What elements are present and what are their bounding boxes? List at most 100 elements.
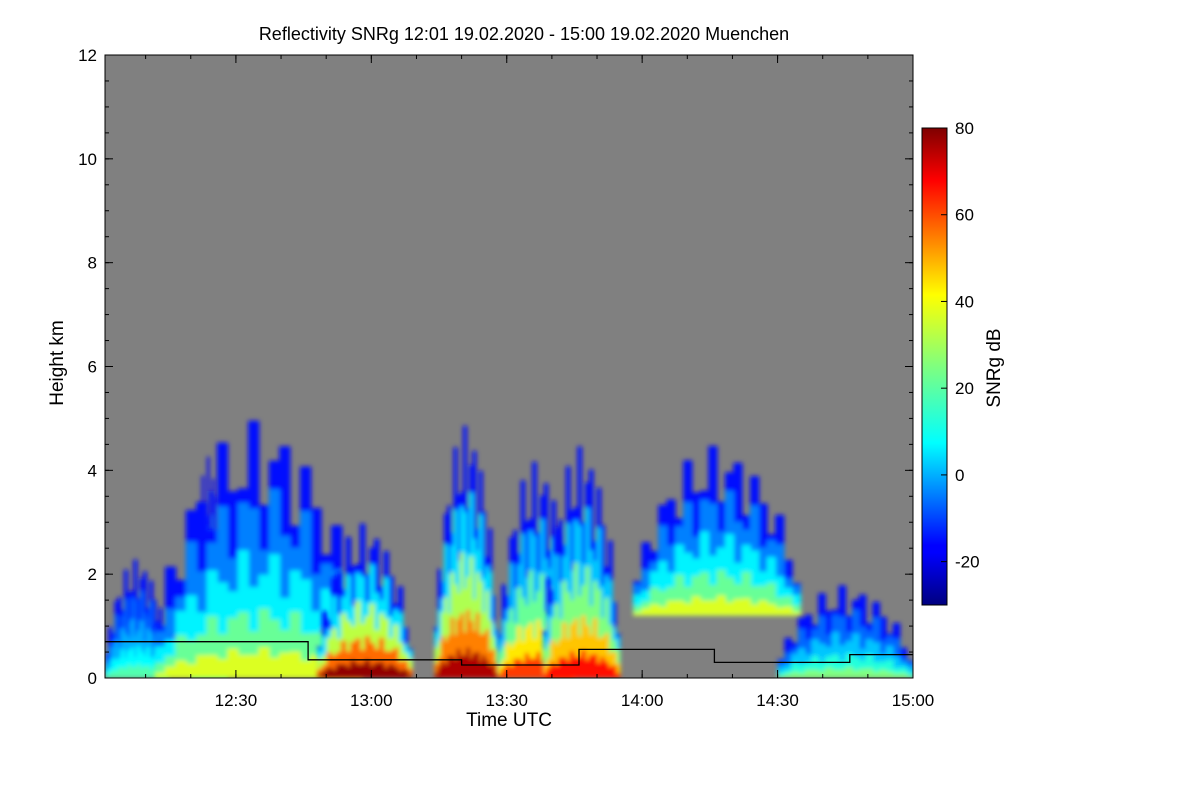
echo-band xyxy=(117,667,122,678)
echo-band xyxy=(674,574,685,616)
x-tick-label: 14:30 xyxy=(756,691,799,710)
echo-band xyxy=(818,671,826,678)
echo-band xyxy=(216,634,229,678)
echo-band xyxy=(509,608,514,678)
echo-band xyxy=(407,668,413,678)
echo-band xyxy=(149,632,154,678)
echo-band xyxy=(248,631,260,678)
echo-band xyxy=(766,603,776,616)
echo-band xyxy=(397,661,404,678)
echo-band xyxy=(791,662,799,678)
echo-band xyxy=(364,636,371,678)
echo-band xyxy=(340,664,347,678)
echo-band xyxy=(383,618,389,678)
echo-band xyxy=(872,642,880,678)
echo-band xyxy=(149,670,154,678)
echo-band xyxy=(845,666,853,678)
echo-band xyxy=(456,619,461,678)
echo-band xyxy=(124,669,128,678)
echo-band xyxy=(108,672,113,678)
echo-band xyxy=(596,589,602,678)
y-tick-label: 8 xyxy=(88,254,97,273)
echo-band xyxy=(565,592,571,678)
echo-cell xyxy=(154,420,364,678)
echo-band xyxy=(741,598,751,616)
echo-band xyxy=(585,566,590,678)
echo-band xyxy=(528,658,533,678)
x-tick-label: 13:30 xyxy=(485,691,528,710)
echo-band xyxy=(811,655,819,678)
echo-band xyxy=(899,667,908,678)
x-axis: 12:30 13:00 13:30 14:00 14:30 15:00 xyxy=(145,55,934,710)
echo-band xyxy=(494,662,499,678)
echo-band xyxy=(509,646,514,678)
echo-band xyxy=(558,657,563,678)
echo-band xyxy=(554,665,559,678)
echo-cell xyxy=(317,523,413,678)
echo-band xyxy=(331,628,337,678)
echo-band xyxy=(797,664,806,678)
echo-band xyxy=(775,607,785,616)
echo-band xyxy=(136,646,141,678)
echo-band xyxy=(825,656,833,678)
echo-band xyxy=(485,629,490,678)
echo-band xyxy=(146,647,151,678)
echo-band xyxy=(355,664,361,678)
echo-band xyxy=(268,657,281,678)
echo-band xyxy=(577,657,582,678)
colorbar-tick-label: 0 xyxy=(955,466,964,485)
echo-band xyxy=(388,664,394,678)
echo-band xyxy=(741,571,751,616)
echo-band xyxy=(393,667,399,678)
echo-band xyxy=(268,554,281,678)
echo-band xyxy=(336,664,342,678)
echo-band xyxy=(516,626,522,678)
echo-band xyxy=(852,633,860,678)
y-tick-label: 2 xyxy=(88,565,97,584)
echo-band xyxy=(456,649,461,678)
echo-band xyxy=(105,671,109,678)
echo-band xyxy=(633,605,643,616)
echo-band xyxy=(185,595,197,678)
echo-band xyxy=(345,620,352,678)
echo-band xyxy=(154,672,166,678)
echo-band xyxy=(691,576,701,616)
echo-band xyxy=(475,612,480,678)
echo-band xyxy=(481,655,486,678)
echo-band xyxy=(600,657,605,678)
echo-band xyxy=(569,623,575,678)
echo-layer xyxy=(105,420,913,678)
colorbar xyxy=(921,127,948,606)
echo-band xyxy=(326,667,333,678)
echo-band xyxy=(434,663,439,678)
echo-band xyxy=(258,647,270,678)
echo-band xyxy=(879,669,887,678)
echo-band xyxy=(345,666,352,678)
echo-band xyxy=(434,672,439,678)
echo-band xyxy=(554,603,559,678)
echo-band xyxy=(596,662,602,678)
echo-band xyxy=(469,658,474,678)
echo-band xyxy=(892,668,901,678)
echo-band xyxy=(542,649,548,678)
echo-band xyxy=(488,665,493,678)
echo-band xyxy=(216,659,229,678)
echo-band xyxy=(466,647,471,678)
echo-band xyxy=(326,652,333,678)
echo-band xyxy=(831,654,840,678)
echo-band xyxy=(885,660,894,678)
echo-band xyxy=(478,581,483,678)
echo-band xyxy=(402,660,408,678)
echo-band xyxy=(542,673,548,678)
echo-band xyxy=(524,627,530,678)
echo-band xyxy=(588,655,594,678)
echo-band xyxy=(633,612,643,616)
echo-band xyxy=(494,672,499,678)
echo-band xyxy=(542,664,548,678)
colorbar-tick-label: -20 xyxy=(955,553,980,572)
echo-band xyxy=(777,676,786,678)
colorbar-tick-label: 60 xyxy=(955,206,974,225)
echo-band xyxy=(831,669,840,678)
echo-band xyxy=(611,651,617,678)
echo-band xyxy=(611,665,617,678)
